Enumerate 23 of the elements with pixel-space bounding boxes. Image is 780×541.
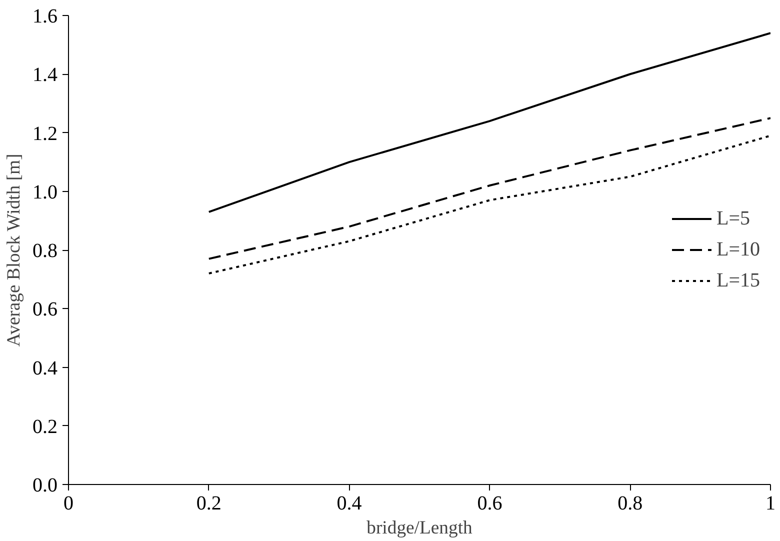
legend-label: L=15 xyxy=(716,269,760,292)
x-tick-label: 0 xyxy=(64,492,74,514)
y-tick-label: 0.6 xyxy=(32,298,58,321)
y-tick-label: 1.0 xyxy=(32,181,58,204)
x-tick-label: 0.6 xyxy=(477,492,502,514)
x-tick-label: 1 xyxy=(766,492,776,514)
line-series xyxy=(208,32,770,213)
y-tick-label: 0.2 xyxy=(32,416,58,438)
y-axis-title: Average Block Width [m] xyxy=(4,154,24,347)
y-tick-label: 1.4 xyxy=(32,64,58,86)
y-tick-label: 1.2 xyxy=(32,122,58,145)
y-tick-label: 0.8 xyxy=(32,240,58,262)
legend-label: L=10 xyxy=(716,238,760,261)
x-tick-label: 0.8 xyxy=(618,492,643,514)
legend-label: L=5 xyxy=(716,207,750,230)
line-series xyxy=(208,117,770,260)
x-axis-title: bridge/Length xyxy=(366,518,474,538)
x-tick-label: 0.4 xyxy=(336,492,362,514)
y-tick-label: 1.6 xyxy=(32,6,58,28)
y-tick-label: 0.4 xyxy=(32,357,58,380)
line-series xyxy=(208,134,770,274)
y-tick-label: 0.0 xyxy=(32,474,58,496)
x-tick-label: 0.2 xyxy=(196,492,222,514)
